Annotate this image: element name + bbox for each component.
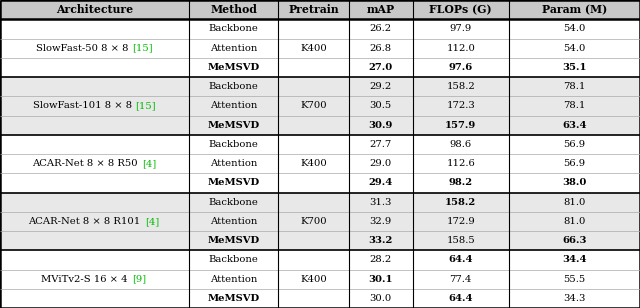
Text: Backbone: Backbone (209, 255, 259, 264)
Text: 29.2: 29.2 (370, 82, 392, 91)
Bar (0, 0, 640, 19)
Text: 26.8: 26.8 (370, 44, 392, 53)
Text: [4]: [4] (141, 159, 156, 168)
Text: 97.9: 97.9 (450, 24, 472, 33)
Text: 77.4: 77.4 (450, 275, 472, 284)
Text: Method: Method (210, 4, 257, 15)
Text: 158.2: 158.2 (445, 198, 476, 207)
Text: 30.5: 30.5 (370, 101, 392, 110)
Text: 56.9: 56.9 (563, 159, 586, 168)
Text: 29.4: 29.4 (369, 178, 393, 187)
Text: 27.0: 27.0 (369, 63, 393, 72)
Text: 55.5: 55.5 (563, 275, 586, 284)
Text: ACAR-Net 8 × 8 R50: ACAR-Net 8 × 8 R50 (31, 159, 140, 168)
Text: Backbone: Backbone (209, 24, 259, 33)
Text: [15]: [15] (132, 44, 152, 53)
Text: 158.2: 158.2 (447, 82, 475, 91)
Text: MeMSVD: MeMSVD (207, 63, 260, 72)
Text: 27.7: 27.7 (370, 140, 392, 149)
Text: MeMSVD: MeMSVD (207, 178, 260, 187)
Text: 98.2: 98.2 (449, 178, 473, 187)
Text: Backbone: Backbone (209, 198, 259, 207)
Bar (0, 19, 640, 77)
Text: MViTv2-S 16 × 4 [9]: MViTv2-S 16 × 4 [9] (42, 275, 147, 284)
Text: Attention: Attention (210, 217, 257, 226)
Text: ACAR-Net 8 × 8 R101 [4]: ACAR-Net 8 × 8 R101 [4] (29, 217, 159, 226)
Bar (0, 192, 640, 250)
Text: Backbone: Backbone (209, 82, 259, 91)
Text: 81.0: 81.0 (563, 198, 586, 207)
Text: K400: K400 (300, 159, 327, 168)
Text: 172.9: 172.9 (447, 217, 475, 226)
Text: 157.9: 157.9 (445, 121, 476, 130)
Text: [4]: [4] (145, 217, 159, 226)
Text: MeMSVD: MeMSVD (207, 121, 260, 130)
Text: 64.4: 64.4 (449, 294, 473, 303)
Text: SlowFast-50 8 × 8 [15]: SlowFast-50 8 × 8 [15] (36, 44, 152, 53)
Text: 78.1: 78.1 (563, 101, 586, 110)
Text: 30.0: 30.0 (370, 294, 392, 303)
Text: [15]: [15] (135, 101, 156, 110)
Text: 34.3: 34.3 (563, 294, 586, 303)
Text: K400: K400 (300, 44, 327, 53)
Text: 54.0: 54.0 (563, 44, 586, 53)
Text: 26.2: 26.2 (370, 24, 392, 33)
Text: FLOPs (G): FLOPs (G) (429, 4, 492, 15)
Text: 29.0: 29.0 (370, 159, 392, 168)
Text: 33.2: 33.2 (369, 236, 393, 245)
Text: SlowFast-50 8 × 8: SlowFast-50 8 × 8 (36, 44, 132, 53)
Text: 34.4: 34.4 (562, 255, 587, 264)
Text: [9]: [9] (132, 275, 147, 284)
Text: K400: K400 (300, 275, 327, 284)
Text: Attention: Attention (210, 275, 257, 284)
Text: Param (M): Param (M) (542, 4, 607, 15)
Text: Attention: Attention (210, 159, 257, 168)
Text: SlowFast-101 8 × 8 [15]: SlowFast-101 8 × 8 [15] (33, 101, 156, 110)
Text: Attention: Attention (210, 101, 257, 110)
Text: MeMSVD: MeMSVD (207, 236, 260, 245)
Text: MViTv2-S 16 × 4: MViTv2-S 16 × 4 (42, 275, 131, 284)
Text: 38.0: 38.0 (562, 178, 587, 187)
Text: 63.4: 63.4 (562, 121, 587, 130)
Text: 64.4: 64.4 (449, 255, 473, 264)
Text: SlowFast-101 8 × 8: SlowFast-101 8 × 8 (33, 101, 135, 110)
Text: 30.1: 30.1 (369, 275, 393, 284)
Bar (0, 77, 640, 135)
Text: 54.0: 54.0 (563, 24, 586, 33)
Text: 32.9: 32.9 (370, 217, 392, 226)
Text: 172.3: 172.3 (447, 101, 475, 110)
Text: 28.2: 28.2 (370, 255, 392, 264)
Text: mAP: mAP (367, 4, 395, 15)
Text: Attention: Attention (210, 44, 257, 53)
Text: 158.5: 158.5 (447, 236, 475, 245)
Text: Pretrain: Pretrain (288, 4, 339, 15)
Bar (0, 250, 640, 308)
Text: 78.1: 78.1 (563, 82, 586, 91)
Text: 112.6: 112.6 (447, 159, 475, 168)
Text: 56.9: 56.9 (563, 140, 586, 149)
Text: MeMSVD: MeMSVD (207, 294, 260, 303)
Text: K700: K700 (300, 101, 327, 110)
Text: 98.6: 98.6 (450, 140, 472, 149)
Bar (0, 135, 640, 192)
Text: 31.3: 31.3 (370, 198, 392, 207)
Text: K700: K700 (300, 217, 327, 226)
Text: Backbone: Backbone (209, 140, 259, 149)
Text: 66.3: 66.3 (562, 236, 587, 245)
Text: 97.6: 97.6 (449, 63, 473, 72)
Text: ACAR-Net 8 × 8 R101: ACAR-Net 8 × 8 R101 (28, 217, 143, 226)
Text: Architecture: Architecture (56, 4, 133, 15)
Text: ACAR-Net 8 × 8 R50 [4]: ACAR-Net 8 × 8 R50 [4] (33, 159, 156, 168)
Text: 81.0: 81.0 (563, 217, 586, 226)
Text: 30.9: 30.9 (369, 121, 393, 130)
Text: 112.0: 112.0 (446, 44, 476, 53)
Text: 35.1: 35.1 (562, 63, 587, 72)
